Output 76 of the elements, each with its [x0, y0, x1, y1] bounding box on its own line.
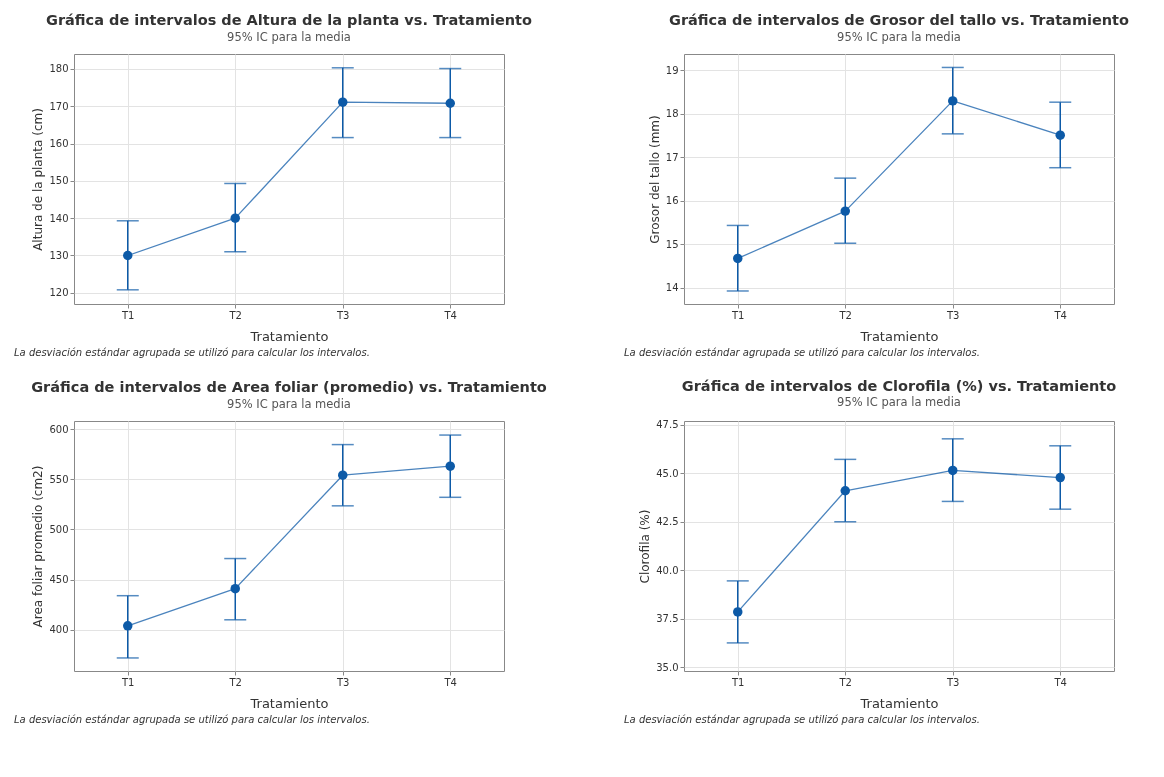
point [445, 461, 455, 471]
y-tick-label: 47.5 [656, 419, 679, 431]
x-tick-label: T2 [838, 309, 852, 321]
x-tick-label: T4 [1053, 676, 1067, 688]
y-tick-label: 42.5 [656, 516, 679, 528]
text: La desviación estándar agrupada se utilizó para calcular los intervalos. [624, 347, 980, 358]
y-axis-title: Altura de la planta (cm) [31, 108, 46, 251]
chart-title: Gráfica de intervalos de Grosor del tallo vs. Tratamiento [668, 12, 1130, 28]
chart-subtitle: 95% IC para la media [837, 395, 961, 410]
y-tick-label: 120 [49, 287, 69, 299]
x-tick-label: T2 [228, 676, 242, 688]
y-tick-label: 400 [49, 624, 69, 636]
text: La desviación estándar agrupada se utilizó para calcular los intervalos. [14, 347, 370, 358]
chart-title: Gráfica de intervalos de Area foliar (promedio) vs. Tratamiento [31, 379, 547, 395]
y-tick-label: 150 [49, 175, 69, 187]
x-axis-title: Tratamiento [859, 328, 939, 344]
y-tick-label: 550 [49, 473, 69, 485]
x-tick-label: T4 [1053, 309, 1067, 321]
x-tick-label: T3 [946, 309, 960, 321]
y-tick-label: 14 [665, 282, 679, 294]
y-tick-label: 40.0 [656, 564, 679, 576]
point [840, 486, 850, 496]
point [948, 96, 958, 106]
x-tick-label: T1 [121, 309, 135, 321]
chart-subtitle: 95% IC para la media [837, 29, 961, 44]
y-tick-label: 180 [49, 63, 69, 75]
text: La desviación estándar agrupada se utilizó para calcular los intervalos. [624, 714, 980, 725]
y-tick-label: 500 [49, 523, 69, 535]
y-axis-title: Clorofila (%) [638, 509, 653, 584]
y-tick-label: 15 [665, 238, 679, 250]
point [733, 607, 743, 617]
point [948, 465, 958, 476]
x-tick-label: T1 [731, 676, 745, 688]
x-tick-label: T3 [336, 676, 350, 688]
x-tick-label: T3 [336, 309, 350, 321]
x-tick-label: T1 [731, 309, 745, 321]
y-tick-label: 130 [49, 249, 69, 261]
y-tick-label: 17 [665, 151, 679, 163]
point [230, 583, 240, 594]
y-axis-title: Area foliar promedio (cm2) [31, 465, 46, 628]
x-tick-label: T2 [228, 309, 242, 321]
chart-title: Gráfica de intervalos de Clorofila (%) vs. Tratamiento [681, 377, 1117, 394]
point [840, 206, 850, 216]
x-tick-label: T4 [443, 309, 457, 321]
y-tick-label: 45.0 [656, 467, 679, 479]
point [1055, 130, 1065, 140]
point [733, 253, 743, 264]
point [230, 213, 240, 223]
x-axis-title: Tratamiento [859, 695, 939, 711]
y-tick-label: 19 [665, 64, 679, 76]
point [445, 98, 455, 108]
point [1055, 472, 1065, 483]
x-tick-label: T3 [946, 676, 960, 688]
point [338, 470, 348, 480]
y-tick-label: 16 [665, 195, 679, 207]
chart-subtitle: 95% IC para la media [227, 396, 351, 411]
x-tick-label: T1 [121, 676, 135, 688]
y-tick-label: 160 [49, 138, 69, 150]
y-tick-label: 37.5 [656, 613, 679, 625]
y-tick-label: 600 [49, 423, 69, 435]
y-axis-title: Grosor del tallo (mm) [647, 115, 662, 244]
text: La desviación estándar agrupada se utilizó para calcular los intervalos. [14, 714, 370, 725]
x-tick-label: T2 [838, 676, 852, 688]
x-tick-label: T4 [443, 676, 457, 688]
point [123, 250, 133, 261]
y-tick-label: 170 [49, 100, 69, 112]
chart-title: Gráfica de intervalos de Altura de la planta vs. Tratamiento [45, 12, 533, 28]
chart-subtitle: 95% IC para la media [227, 29, 351, 44]
y-tick-label: 450 [49, 574, 69, 586]
point [338, 97, 348, 107]
y-tick-label: 140 [49, 212, 69, 224]
y-tick-label: 18 [665, 108, 679, 120]
x-axis-title: Tratamiento [249, 328, 329, 344]
point [123, 621, 133, 631]
x-axis-title: Tratamiento [249, 695, 329, 711]
y-tick-label: 35.0 [656, 661, 679, 673]
